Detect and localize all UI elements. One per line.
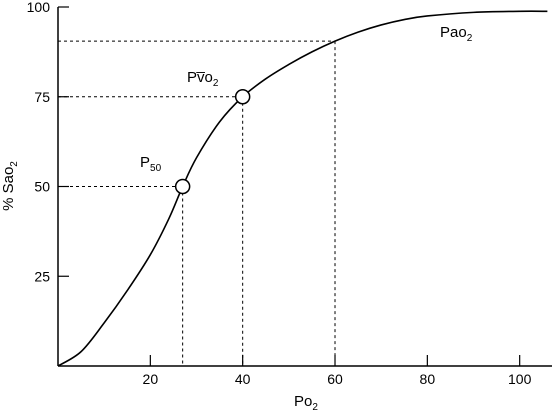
point-markers	[174, 89, 251, 195]
annotation-label-subscript: 50	[150, 163, 162, 174]
point-marker	[234, 89, 251, 105]
x-tick-label: 40	[235, 371, 251, 387]
annotation-label: P50	[140, 154, 162, 174]
annotation-label: Pv̅o2	[187, 69, 219, 89]
annotation-label: Pao2	[440, 24, 473, 44]
x-tick-label: 100	[508, 371, 532, 387]
point-marker	[174, 178, 191, 195]
x-tick-label: 20	[143, 371, 159, 387]
x-axis-title-subscript: 2	[312, 402, 318, 410]
annotation-label-subscript: 2	[467, 33, 473, 44]
saturation-curve	[57, 10, 548, 367]
annotation-label-main: Pv̅o	[187, 69, 213, 86]
y-axis-title: % Sao2	[0, 161, 20, 211]
y-axis-title-subscript: 2	[9, 161, 20, 167]
x-tick-label: 60	[327, 371, 343, 387]
x-axis-title-main: Po	[294, 393, 312, 410]
y-tick-label: 50	[34, 179, 50, 195]
x-tick-label: 80	[420, 371, 436, 387]
guide-lines	[58, 40, 336, 366]
curve-series	[57, 10, 548, 367]
annotation-label-subscript: 2	[213, 78, 219, 89]
annotation-label-main: P	[140, 154, 150, 171]
y-tick-label: 75	[34, 89, 50, 105]
y-tick-label: 25	[34, 268, 50, 284]
y-tick-label: 100	[27, 0, 51, 15]
x-axis-title: Po2	[294, 393, 318, 410]
annotation-label-main: Pao	[440, 24, 467, 41]
y-axis-title-main: % Sao	[0, 167, 17, 211]
